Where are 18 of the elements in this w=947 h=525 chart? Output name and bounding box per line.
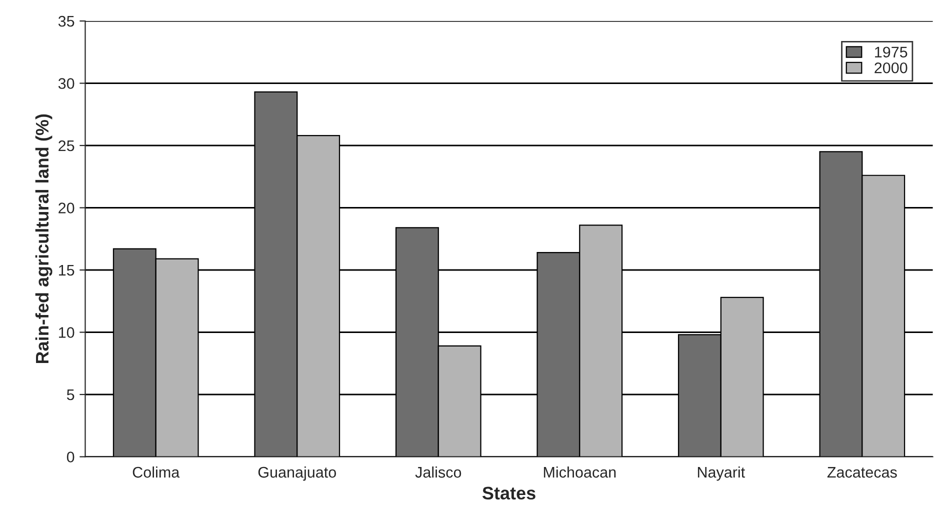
y-tick-label: 0: [66, 452, 74, 462]
y-axis-title: Rain-fed agricultural land (%): [35, 114, 52, 364]
x-tick-label: Jalisco: [415, 466, 462, 478]
y-tick-label: 15: [58, 265, 74, 276]
y-tick-label: 25: [58, 140, 74, 152]
legend-label: 1975: [875, 46, 908, 58]
x-tick-label: Colima: [132, 466, 180, 478]
x-tick-label: Michoacan: [544, 466, 616, 478]
y-tick-label: 20: [58, 202, 74, 214]
y-tick-label: 35: [58, 16, 74, 27]
x-tick-label: Guanajuato: [258, 466, 336, 481]
x-tick-label: Nayarit: [698, 466, 745, 481]
x-axis-title: States: [482, 486, 536, 500]
legend-label: 2000: [874, 62, 908, 74]
y-tick-label: 10: [58, 327, 74, 338]
y-tick-label: 5: [66, 390, 74, 400]
x-tick-label: Zacatecas: [827, 467, 897, 478]
y-tick-label: 30: [58, 78, 74, 89]
